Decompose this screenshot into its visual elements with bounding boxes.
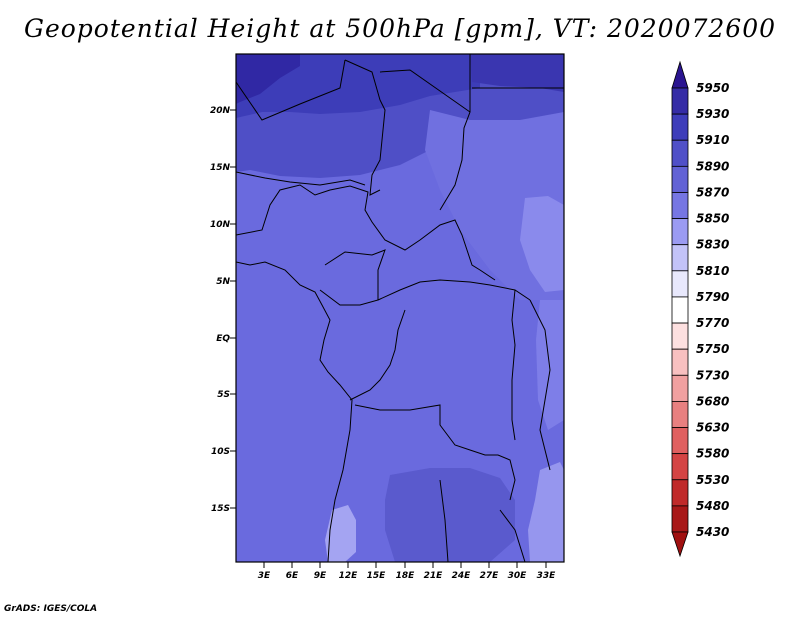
map-frame [235,53,565,563]
height-field [236,54,564,562]
lat-tick-label: EQ [216,334,230,344]
legend-label: 5770 [696,316,729,330]
lon-tick-label: 30E [508,571,528,581]
country-borders [236,54,564,562]
legend-label: 5850 [696,212,729,226]
legend-cell [671,401,689,428]
lat-tick-label: 15N [210,163,231,173]
legend-cell [671,165,689,193]
legend-label: 5430 [696,525,729,539]
lat-axis: 20N 15N 10N 5N EQ 5S 10S 15S [210,106,236,514]
legend-label: 5680 [696,394,729,408]
lon-axis: 3E 6E 9E 12E 15E 18E 21E 24E 27E 30E 33E [258,562,556,581]
legend-label: 5730 [696,368,729,382]
lon-tick-label: 6E [286,571,299,581]
legend-labels: 5950 5930 5910 5890 5870 5850 5830 5810 5790 5770… [696,81,729,539]
legend-label: 5870 [696,185,729,199]
legend-label: 5630 [696,421,729,435]
legend-label: 5530 [696,473,729,487]
contour-5910-region [236,54,480,118]
legend-cell [671,322,689,350]
legend-cell [671,218,689,246]
contour-5850-region-e [536,300,564,430]
legend-cells [671,60,689,558]
legend-cell [671,244,689,272]
lat-tick-label: 15S [211,504,230,514]
legend-bottom-arrow [671,531,689,558]
legend-cell [671,270,689,298]
color-legend: 5950 5930 5910 5890 5870 5850 5830 5810 5790 5770… [671,60,729,558]
legend-cell [671,192,689,219]
lon-tick-label: 15E [367,571,387,581]
legend-cell [671,139,689,167]
lat-tick-label: 20N [210,106,231,116]
lon-tick-label: 12E [339,571,359,581]
legend-cell [671,87,689,115]
legend-label: 5750 [696,342,729,356]
legend-cell [671,427,689,455]
legend-label: 5950 [696,81,729,95]
lat-tick-label: 5N [216,277,230,287]
legend-label: 5580 [696,447,729,461]
legend-label: 5480 [696,499,729,513]
lat-tick-label: 5S [217,390,230,400]
lon-tick-label: 33E [537,571,557,581]
contour-5830-sw [325,505,356,562]
lat-tick-label: 10S [211,447,230,457]
legend-label: 5930 [696,107,729,121]
footer-credit: GrADS: IGES/COLA [4,604,98,614]
legend-label: 5790 [696,290,729,304]
legend-cell [671,348,689,376]
legend-cell [671,453,689,481]
legend-label: 5890 [696,159,729,173]
contour-5850-region [520,196,564,292]
map-title: Geopotential Height at 500hPa [gpm], VT:… [23,14,777,43]
lon-tick-label: 24E [452,571,472,581]
lon-tick-label: 3E [258,571,271,581]
contour-5830-se [528,462,564,562]
contour-5930-region [236,54,300,104]
lon-tick-label: 9E [314,571,327,581]
legend-cell [671,505,689,533]
legend-label: 5830 [696,238,729,252]
lon-tick-label: 27E [480,571,500,581]
contour-5890-south [385,468,515,562]
legend-cell [671,113,689,141]
lon-tick-label: 21E [424,571,444,581]
legend-top-arrow [671,60,689,89]
contour-5930-region-ne [470,54,564,92]
legend-cell [671,479,689,507]
legend-cell [671,374,689,402]
lat-tick-label: 10N [210,220,231,230]
legend-cell [671,296,689,324]
lon-tick-label: 18E [396,571,416,581]
legend-label: 5910 [696,133,729,147]
legend-label: 5810 [696,264,729,278]
